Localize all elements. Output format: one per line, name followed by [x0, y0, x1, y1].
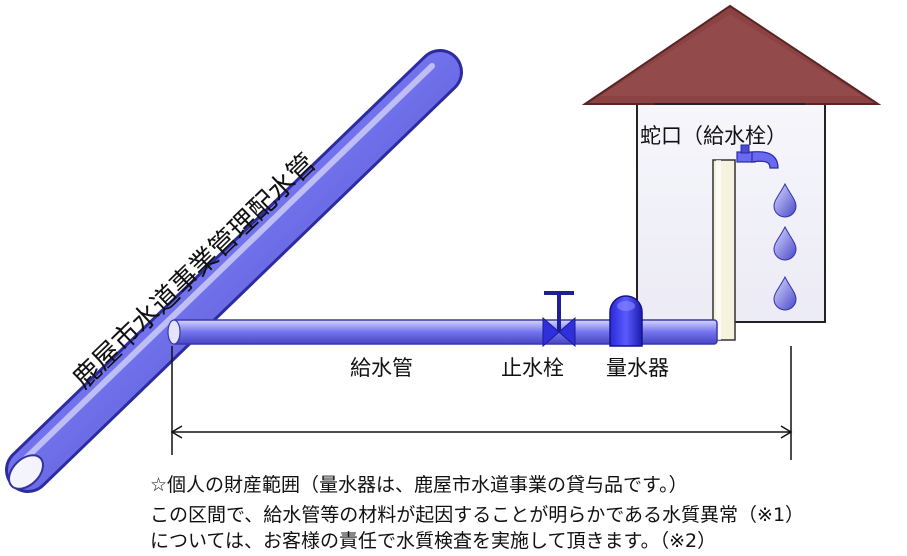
water-drops [773, 182, 797, 311]
faucet-icon [736, 144, 779, 169]
note-line-1: ☆個人の財産範囲（量水器は、鹿屋市水道事業の貸与品です。） [150, 474, 688, 496]
main-pipe-label: 鹿屋市水道事業管理配水管 [67, 148, 322, 395]
pipe-end-cap [8, 454, 44, 490]
note-line-2: この区間で、給水管等の材料が起因することが明らかである水質異常（※1） [150, 504, 805, 526]
note-line-3: については、お客様の責任で水質検査を実施して頂きます。（※2） [150, 530, 717, 552]
water-drop-icon [773, 275, 797, 311]
main-distribution-pipe [5, 49, 463, 493]
water-drop-icon [773, 182, 797, 218]
house [581, 4, 882, 341]
water-meter-label: 量水器 [606, 356, 669, 380]
faucet-label: 蛇口（給水栓） [640, 124, 787, 148]
water-meter-icon [609, 295, 643, 347]
service-pipe [167, 319, 718, 345]
stop-valve-icon [542, 291, 576, 348]
property-range-bracket [170, 346, 793, 460]
service-pipe-label: 給水管 [350, 356, 413, 380]
stop-valve-label: 止水栓 [501, 356, 564, 380]
water-drop-icon [773, 225, 797, 261]
